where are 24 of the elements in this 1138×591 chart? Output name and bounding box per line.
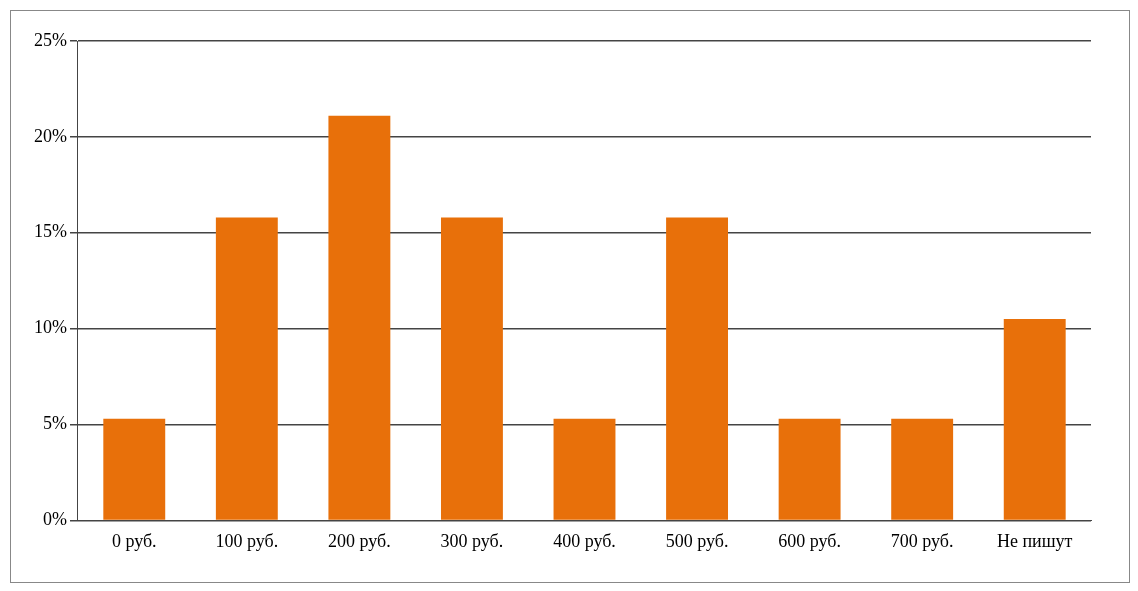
y-tick-label: 20%	[33, 125, 67, 146]
bar	[328, 115, 391, 520]
x-tick-label: 200 руб.	[328, 530, 391, 551]
x-tick-label: 600 руб.	[778, 530, 841, 551]
bar	[778, 418, 841, 520]
x-tick-label: 500 руб.	[665, 530, 729, 551]
x-tick-label: Не пишут	[996, 530, 1073, 551]
bar	[553, 418, 616, 520]
y-tick-label: 5%	[42, 413, 67, 434]
y-tick-label: 0%	[42, 509, 67, 530]
x-tick-label: 0 руб.	[111, 530, 157, 551]
x-tick-label: 700 руб.	[890, 530, 954, 551]
y-tick-label: 25%	[33, 29, 67, 50]
x-tick-label: 100 руб.	[215, 530, 279, 551]
bar	[440, 217, 503, 520]
bar	[103, 418, 166, 520]
x-tick-label: 300 руб.	[440, 530, 504, 551]
y-tick-label: 15%	[33, 221, 67, 242]
x-tick-label: 400 руб.	[553, 530, 616, 551]
bar	[666, 217, 729, 520]
bar	[891, 418, 954, 520]
y-tick-label: 10%	[33, 317, 67, 338]
bar	[215, 217, 278, 520]
bar	[1003, 319, 1066, 520]
